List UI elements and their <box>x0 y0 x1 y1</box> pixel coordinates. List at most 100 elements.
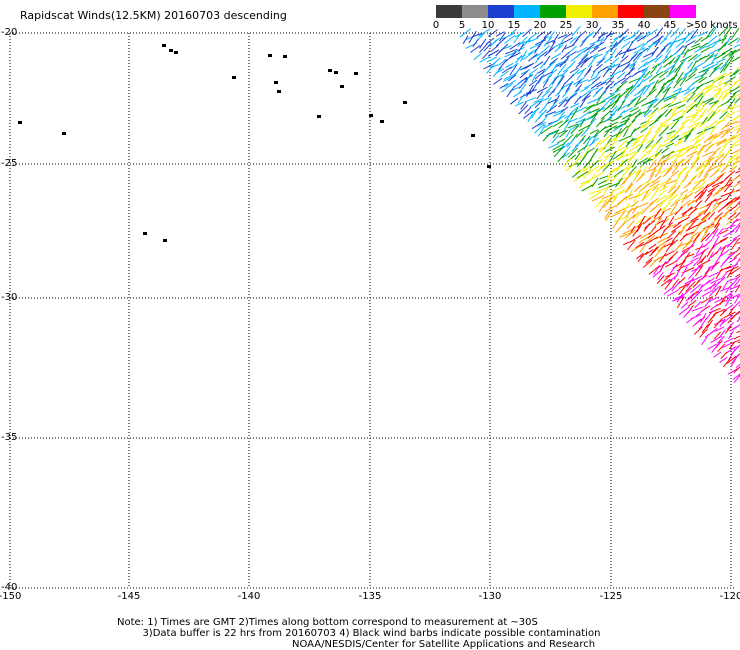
wind-barb <box>731 56 740 63</box>
wind-barb <box>613 132 623 142</box>
wind-barb <box>578 179 590 189</box>
wind-barb <box>653 217 663 228</box>
lat-lon-grid <box>9 32 735 589</box>
island-speck <box>268 54 272 57</box>
wind-barb <box>732 127 740 132</box>
wind-barb <box>596 31 605 42</box>
wind-barb <box>602 50 610 60</box>
wind-barb <box>731 27 740 39</box>
wind-barb <box>727 144 735 154</box>
wind-barb <box>632 52 641 62</box>
wind-barb <box>691 306 704 312</box>
wind-barb <box>645 167 657 173</box>
notes-text: Note: 1) Times are GMT 2)Times along bot… <box>117 617 600 639</box>
wind-barb <box>680 301 689 309</box>
wind-barb <box>645 139 654 149</box>
wind-barb <box>685 224 698 232</box>
wind-barb <box>691 108 701 119</box>
wind-barb <box>654 36 663 48</box>
wind-barb <box>668 216 675 225</box>
wind-barb <box>730 132 740 142</box>
wind-barb <box>665 142 675 148</box>
wind-barb <box>638 235 650 244</box>
wind-barb <box>643 103 654 116</box>
wind-barb <box>681 174 689 183</box>
wind-barb <box>706 156 715 165</box>
wind-barb <box>641 56 651 63</box>
wind-barb <box>537 68 546 74</box>
wind-barb <box>593 53 603 59</box>
wind-barb <box>540 125 553 135</box>
wind-barb <box>595 93 604 106</box>
wind-barb <box>644 234 656 245</box>
wind-barb <box>623 107 633 113</box>
wind-barb <box>720 175 731 185</box>
wind-barb <box>679 76 688 87</box>
wind-barb <box>542 64 552 74</box>
wind-barb <box>731 274 740 286</box>
wind-barb <box>714 217 722 229</box>
wind-barb <box>714 154 725 162</box>
wind-barb <box>724 290 734 299</box>
wind-barb <box>712 235 720 247</box>
wind-barb <box>735 170 740 174</box>
wind-barb <box>667 210 679 217</box>
wind-barb <box>705 181 716 189</box>
island-speck <box>162 44 166 47</box>
wind-barb <box>734 124 740 129</box>
wind-barb <box>690 283 702 294</box>
wind-barb <box>642 85 651 95</box>
wind-barb <box>548 40 556 53</box>
wind-barb <box>694 265 704 277</box>
wind-barb <box>565 161 577 172</box>
wind-barb <box>711 180 723 188</box>
wind-barb <box>691 225 700 235</box>
wind-barb <box>698 76 708 84</box>
wind-barb <box>676 265 685 272</box>
wind-barb <box>639 231 653 240</box>
legend-label: 10 <box>481 20 495 31</box>
legend-swatch <box>462 5 488 18</box>
wind-barb <box>589 46 600 54</box>
wind-barb <box>692 83 703 94</box>
legend-swatch <box>566 5 592 18</box>
wind-barb <box>571 121 584 130</box>
wind-barb <box>615 94 621 103</box>
wind-barb <box>679 199 691 209</box>
wind-barb <box>645 256 654 264</box>
wind-barb <box>716 58 726 63</box>
wind-barb <box>704 143 714 153</box>
wind-barb <box>647 98 659 108</box>
wind-barb <box>719 111 728 120</box>
wind-barb <box>610 81 619 90</box>
legend-swatch <box>488 5 514 18</box>
wind-barb <box>633 87 646 97</box>
wind-barb <box>657 109 668 120</box>
wind-barb <box>574 152 581 161</box>
wind-barb <box>702 85 712 97</box>
wind-barb <box>587 173 596 185</box>
wind-barb <box>643 109 652 118</box>
island-speck <box>317 115 321 118</box>
wind-barb <box>728 102 737 114</box>
wind-barb <box>610 41 618 52</box>
wind-barb <box>678 306 690 316</box>
wind-barb <box>690 135 701 142</box>
wind-barb <box>724 76 736 85</box>
wind-barb <box>708 307 721 314</box>
wind-barb <box>593 129 600 138</box>
wind-barb <box>654 54 663 63</box>
wind-barb <box>566 51 577 58</box>
wind-barb <box>683 67 697 76</box>
wind-barb <box>708 296 719 303</box>
wind-barb <box>693 61 705 70</box>
wind-barb <box>614 216 626 223</box>
wind-barb <box>564 73 575 85</box>
wind-barb <box>562 64 573 73</box>
wind-barb <box>640 132 649 144</box>
wind-barb <box>710 262 718 272</box>
wind-barb <box>563 119 571 132</box>
wind-barb <box>479 43 488 54</box>
wind-barb <box>701 336 708 346</box>
wind-barb <box>723 357 731 368</box>
